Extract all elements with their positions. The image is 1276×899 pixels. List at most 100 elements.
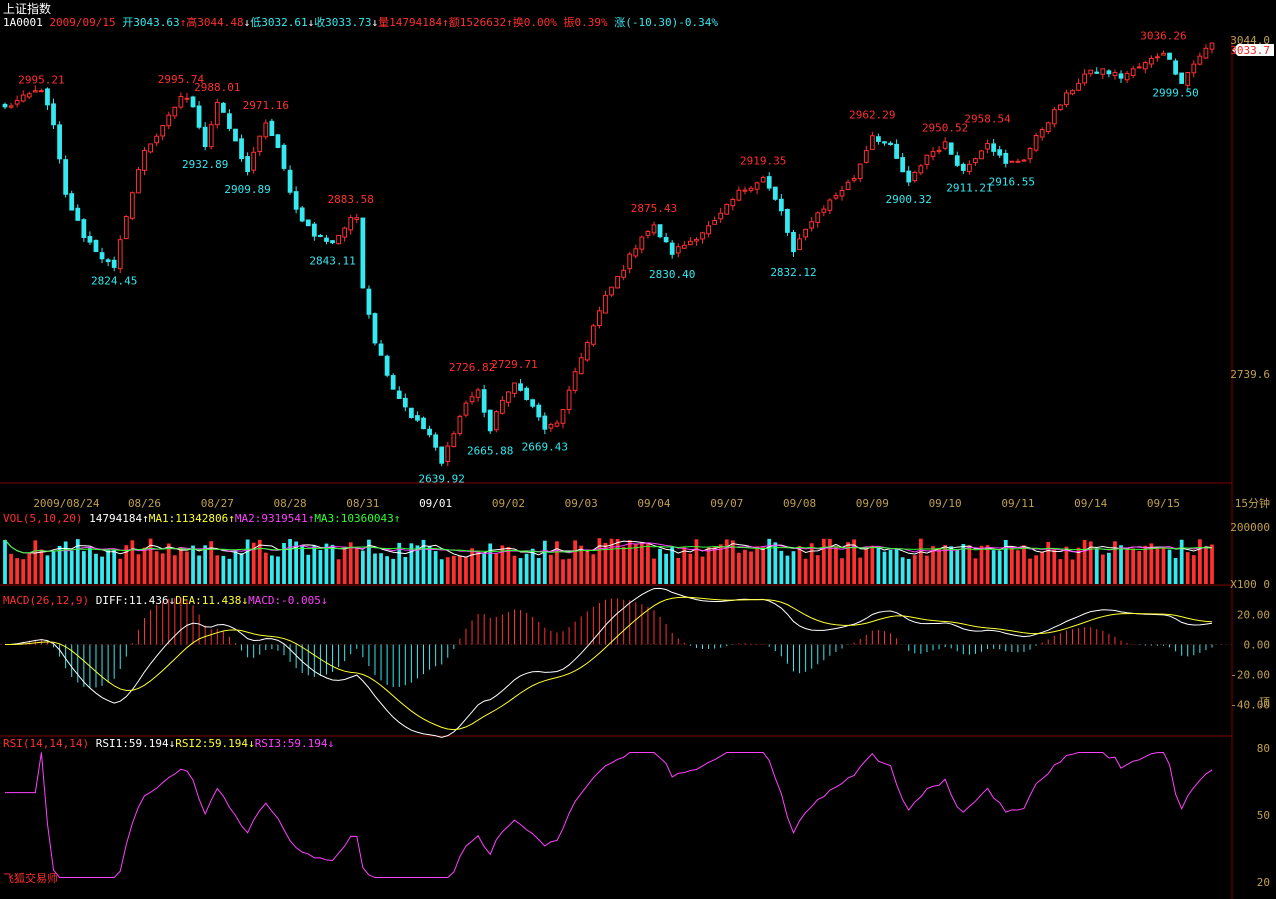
volume-bar <box>925 555 929 584</box>
candle-body <box>499 399 505 414</box>
trough-label: 2843.11 <box>309 254 355 267</box>
volume-bar <box>912 555 917 584</box>
candle-body <box>645 230 651 236</box>
volume-bar <box>57 545 62 584</box>
volume-bar <box>421 539 426 584</box>
vol-value: 14794184 <box>89 512 143 525</box>
date-axis: 2009/08/24 08/26 08/27 08/28 08/31 09/01 09/02… <box>33 497 1180 510</box>
price-axis-top: 3044.0 <box>1230 34 1270 47</box>
candle-body <box>178 96 184 108</box>
volume-bar <box>124 545 129 584</box>
volume-bar <box>931 546 935 584</box>
volume-bar <box>494 553 499 584</box>
candle-body <box>51 103 56 126</box>
candle-body <box>117 239 123 270</box>
candle-body <box>172 106 178 117</box>
volume-bar <box>652 558 656 584</box>
peak-label: 2919.35 <box>740 155 786 168</box>
candle-body <box>421 417 426 430</box>
candle-body <box>396 390 402 399</box>
candle-body <box>1173 60 1178 75</box>
peak-label: 2875.43 <box>631 202 677 215</box>
volume-bar <box>1119 545 1123 584</box>
volume-bar <box>937 548 941 584</box>
volume-bar <box>209 541 214 584</box>
volume-bar <box>385 556 389 584</box>
volume-bar <box>906 558 911 584</box>
candle-body <box>791 231 796 253</box>
trough-label: 2669.43 <box>522 441 568 454</box>
vol-axis-top: 200000 <box>1230 521 1270 534</box>
volume-bar <box>27 553 32 584</box>
candle-body <box>772 186 778 200</box>
volume-bar <box>288 539 292 584</box>
volume-bar <box>1009 546 1014 584</box>
volume-ma-line <box>4 539 1213 554</box>
quote-header: 1A0001 2009/09/15 开3043.63↑高3044.48↓低303… <box>3 16 718 29</box>
volume-bar <box>427 546 432 584</box>
candle-body <box>766 176 772 189</box>
volume-bar <box>1137 550 1142 584</box>
date-label: 09/11 <box>1001 497 1034 510</box>
candle-body <box>69 193 75 211</box>
volume-bar <box>330 544 335 584</box>
candle-body <box>1070 90 1075 95</box>
volume-bar <box>367 539 371 584</box>
candle-body <box>160 125 166 137</box>
candle-body <box>615 275 620 289</box>
volume-bar <box>130 540 135 584</box>
candle-body <box>597 310 602 327</box>
trough-label: 2911.21 <box>946 181 992 194</box>
macd-histogram <box>10 597 1213 688</box>
volume-bar <box>106 550 110 584</box>
candle-body <box>1161 52 1166 56</box>
trough-label: 2900.32 <box>886 193 932 206</box>
volume-bar <box>918 538 923 584</box>
volume-bar <box>876 547 881 584</box>
volume-bar <box>342 546 347 584</box>
candle-body <box>457 415 463 435</box>
volume-bar <box>51 550 56 584</box>
trough-label: 2830.40 <box>649 268 695 281</box>
peak-label: 2995.21 <box>18 73 64 86</box>
volume-bar <box>542 540 547 584</box>
candle-body <box>1003 152 1009 164</box>
volume-bar <box>1058 559 1063 584</box>
rsi-axis-tick: 80 <box>1257 742 1270 755</box>
candle-body <box>912 171 918 182</box>
volume-bar <box>828 539 832 584</box>
candle-body <box>227 113 232 129</box>
volume-bar <box>761 547 766 584</box>
date-label: 09/10 <box>929 497 962 510</box>
volume-bar <box>797 545 802 584</box>
volume-bar <box>900 557 905 584</box>
candle-body <box>1197 55 1203 65</box>
candle-body <box>894 143 899 159</box>
volume-bar <box>658 548 662 584</box>
macd-diff-line <box>4 587 1213 738</box>
candle-body <box>154 135 160 144</box>
quote-low: 低3032.61 <box>250 16 308 29</box>
candle-body <box>463 402 469 416</box>
volume-bar <box>579 545 584 584</box>
current-price-tag <box>1232 44 1274 56</box>
candle-body <box>973 158 978 163</box>
candle-body <box>366 288 372 315</box>
volume-bar <box>773 542 778 584</box>
volume-bar <box>1113 541 1117 584</box>
candle-body <box>1118 73 1124 79</box>
volume-bar <box>9 553 13 584</box>
volume-bar <box>482 552 487 584</box>
volume-bar <box>803 558 808 584</box>
candle-body <box>1179 72 1185 84</box>
volume-bar <box>743 549 747 584</box>
volume-bar <box>779 550 784 584</box>
volume-bar <box>148 538 153 584</box>
volume-bar <box>409 543 414 584</box>
date-label: 09/08 <box>783 497 816 510</box>
volume-bar <box>88 547 92 584</box>
macd-lines <box>4 587 1213 738</box>
candle-body <box>609 286 614 296</box>
volume-bar <box>1143 545 1148 584</box>
